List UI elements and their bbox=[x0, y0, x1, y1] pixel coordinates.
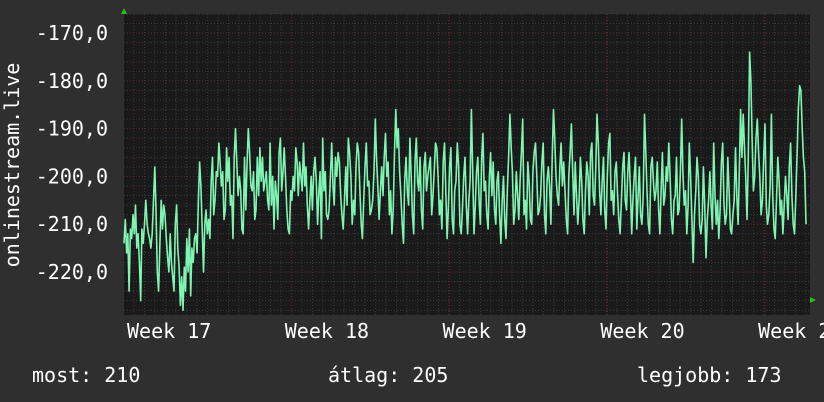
y-tick-label: -170,0 bbox=[36, 21, 108, 45]
x-tick-label: Week 2 bbox=[758, 319, 824, 343]
best-value: legjobb: 173 bbox=[637, 363, 782, 387]
y-tick-label: -180,0 bbox=[36, 69, 108, 93]
x-tick-label: Week 17 bbox=[127, 319, 211, 343]
average-value: átlag: 205 bbox=[328, 363, 448, 387]
plot-background bbox=[124, 14, 810, 315]
x-tick-label: Week 18 bbox=[285, 319, 369, 343]
x-tick-label: Week 20 bbox=[600, 319, 684, 343]
series-line bbox=[123, 51, 807, 311]
y-tick-label: -220,0 bbox=[36, 260, 108, 284]
y-tick-label: -200,0 bbox=[36, 164, 108, 188]
y-axis-label: onlinestream.live bbox=[0, 63, 24, 268]
y-tick-label: -190,0 bbox=[36, 117, 108, 141]
current-value: most: 210 bbox=[32, 363, 140, 387]
y-axis-ticks: -170,0 -180,0 -190,0 -200,0 -210,0 -220,0 bbox=[36, 21, 108, 284]
x-axis-ticks: Week 17 Week 18 Week 19 Week 20 Week 2 bbox=[127, 319, 824, 343]
x-tick-label: Week 19 bbox=[443, 319, 527, 343]
x-axis-arrow-icon bbox=[810, 297, 816, 303]
y-axis-arrow-icon bbox=[121, 8, 127, 14]
y-tick-label: -210,0 bbox=[36, 212, 108, 236]
